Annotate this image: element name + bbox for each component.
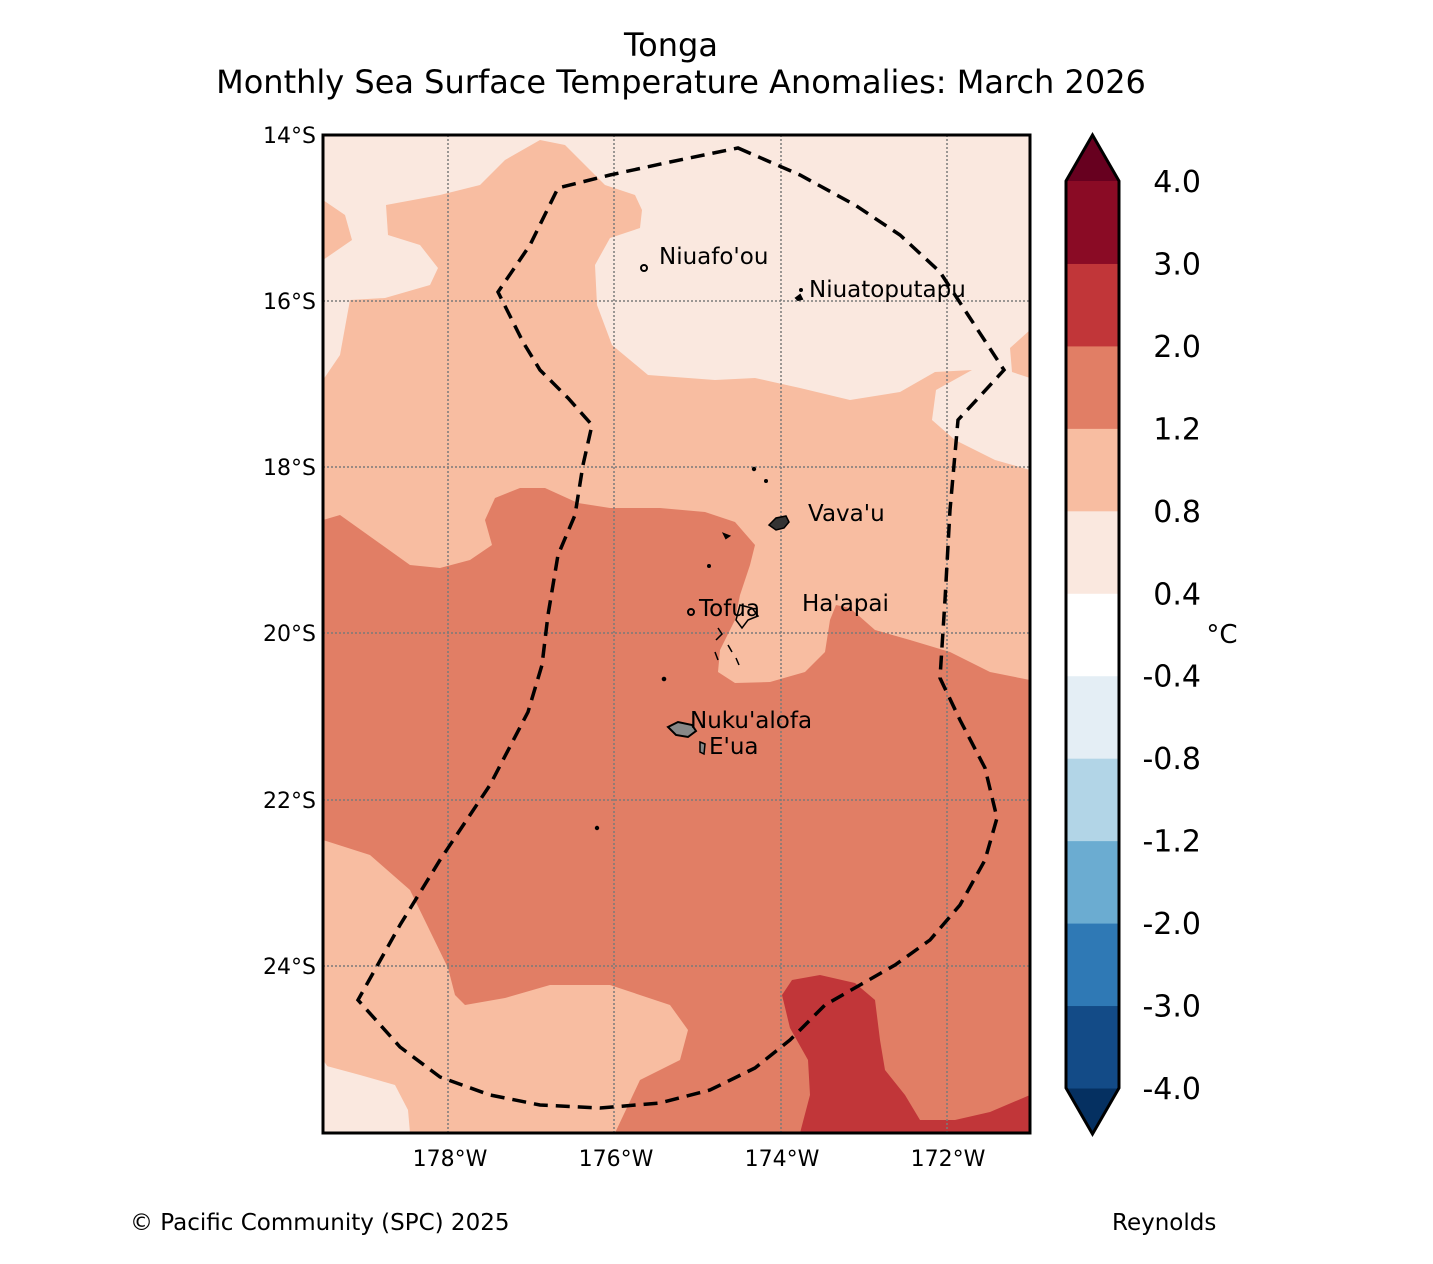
islets-haapai-south [714, 627, 740, 666]
island-tofua [687, 608, 695, 616]
lat-tick-labels: 14°S 16°S 18°S 20°S 22°S 24°S [263, 124, 316, 980]
islet-late [751, 466, 757, 472]
label-niuafoou: Niuafo'ou [659, 244, 768, 270]
place-labels: Niuafo'ou Niuatoputapu Vava'u Ha'apai To… [659, 244, 966, 760]
lat-tick-14s: 14°S [263, 124, 316, 149]
colorbar-tick-label: -2.0 [1142, 907, 1201, 942]
colorbar-tick-label: -3.0 [1142, 990, 1201, 1025]
colorbar-bin-6 [1066, 510, 1119, 594]
data-source-text: Reynolds [1112, 1210, 1216, 1236]
sst-region-0-4-to-0-8-west-edge [323, 1060, 330, 1133]
label-eua: E'ua [709, 734, 759, 760]
label-niuatoputapu: Niuatoputapu [809, 277, 966, 303]
lon-tick-176w: 176°W [579, 1147, 654, 1172]
sst-region-0-4-to-0-8-southwest [323, 1065, 410, 1133]
sst-region-2-0-to-3-0 [782, 975, 1030, 1133]
lat-tick-24s: 24°S [263, 955, 316, 980]
map-area: Niuafo'ou Niuatoputapu Vava'u Ha'apai To… [323, 135, 1030, 1133]
lon-tick-178w: 178°W [413, 1147, 488, 1172]
islet-kao [707, 564, 711, 568]
colorbar-bin-3 [1066, 758, 1119, 842]
colorbar-tick-label: -4.0 [1142, 1072, 1201, 1107]
label-nukualofa: Nuku'alofa [690, 708, 812, 734]
lat-tick-16s: 16°S [263, 290, 316, 315]
islet-ata [594, 825, 600, 831]
colorbar-bin-9 [1066, 263, 1119, 347]
label-haapai: Ha'apai [802, 591, 889, 617]
island-haapai-group [735, 604, 760, 630]
colorbar-bin-4 [1066, 675, 1119, 759]
colorbar-extend-min [1066, 1088, 1119, 1134]
lat-tick-18s: 18°S [263, 456, 316, 481]
colorbar-bin-5 [1066, 593, 1119, 677]
lat-tick-20s: 20°S [263, 622, 316, 647]
map-subtitle: Monthly Sea Surface Temperature Anomalie… [216, 63, 1146, 101]
eez-boundary [355, 146, 1007, 1110]
colorbar-bin-7 [1066, 428, 1119, 512]
island-niuatoputapu-islet [799, 288, 803, 292]
island-vavau [767, 515, 790, 531]
colorbar-unit-label: °C [1206, 620, 1237, 650]
colorbar-bin-2 [1066, 840, 1119, 924]
colorbar-tick-label: 3.0 [1153, 247, 1201, 282]
island-niuatoputapu [794, 293, 804, 302]
colorbar-tick-label: 2.0 [1153, 330, 1201, 365]
lon-tick-labels: 178°W 176°W 174°W 172°W [413, 1147, 986, 1172]
colorbar-bin-8 [1066, 345, 1119, 429]
sst-region-1-2-to-2-0 [323, 488, 1030, 1133]
island-niuafoou [640, 264, 648, 272]
colorbar-tick-label: -0.4 [1142, 660, 1201, 695]
islet-hunga [721, 532, 732, 540]
islet-tongatapu-north [661, 676, 667, 682]
map-frame [321, 133, 1032, 1135]
colorbar-bin-10 [1066, 181, 1119, 264]
colorbar-tick-label: -0.8 [1142, 742, 1201, 777]
label-vavau: Vava'u [808, 501, 885, 527]
colorbar-outline [1064, 131, 1121, 1138]
colorbar-tick-label: 1.2 [1153, 412, 1201, 447]
island-eua [699, 740, 706, 756]
colorbar-bin-0 [1066, 1005, 1119, 1089]
lat-tick-22s: 22°S [263, 789, 316, 814]
lon-tick-174w: 174°W [745, 1147, 820, 1172]
island-tongatapu [666, 720, 698, 739]
map-title: Tonga [623, 26, 718, 64]
colorbar-bin-1 [1066, 923, 1119, 1007]
colorbar-tick-labels: -4.0 -3.0 -2.0 -1.2 -0.8 -0.4 0.4 0.8 1.2 2.0 3.0 4… [1142, 165, 1201, 1107]
colorbar-tick-label: 0.4 [1153, 577, 1201, 612]
copyright-text: © Pacific Community (SPC) 2025 [130, 1210, 509, 1236]
islet-fonualei [764, 479, 768, 483]
colorbar-tick-label: 4.0 [1153, 165, 1201, 200]
colorbar [1064, 131, 1121, 1138]
colorbar-tick-label: -1.2 [1142, 825, 1201, 860]
label-tofua: Tofua [698, 596, 760, 622]
graticule [323, 135, 1030, 1133]
lon-tick-172w: 172°W [911, 1147, 986, 1172]
colorbar-extend-max [1066, 135, 1119, 181]
colorbar-tick-label: 0.8 [1153, 495, 1201, 530]
islands [594, 264, 804, 831]
